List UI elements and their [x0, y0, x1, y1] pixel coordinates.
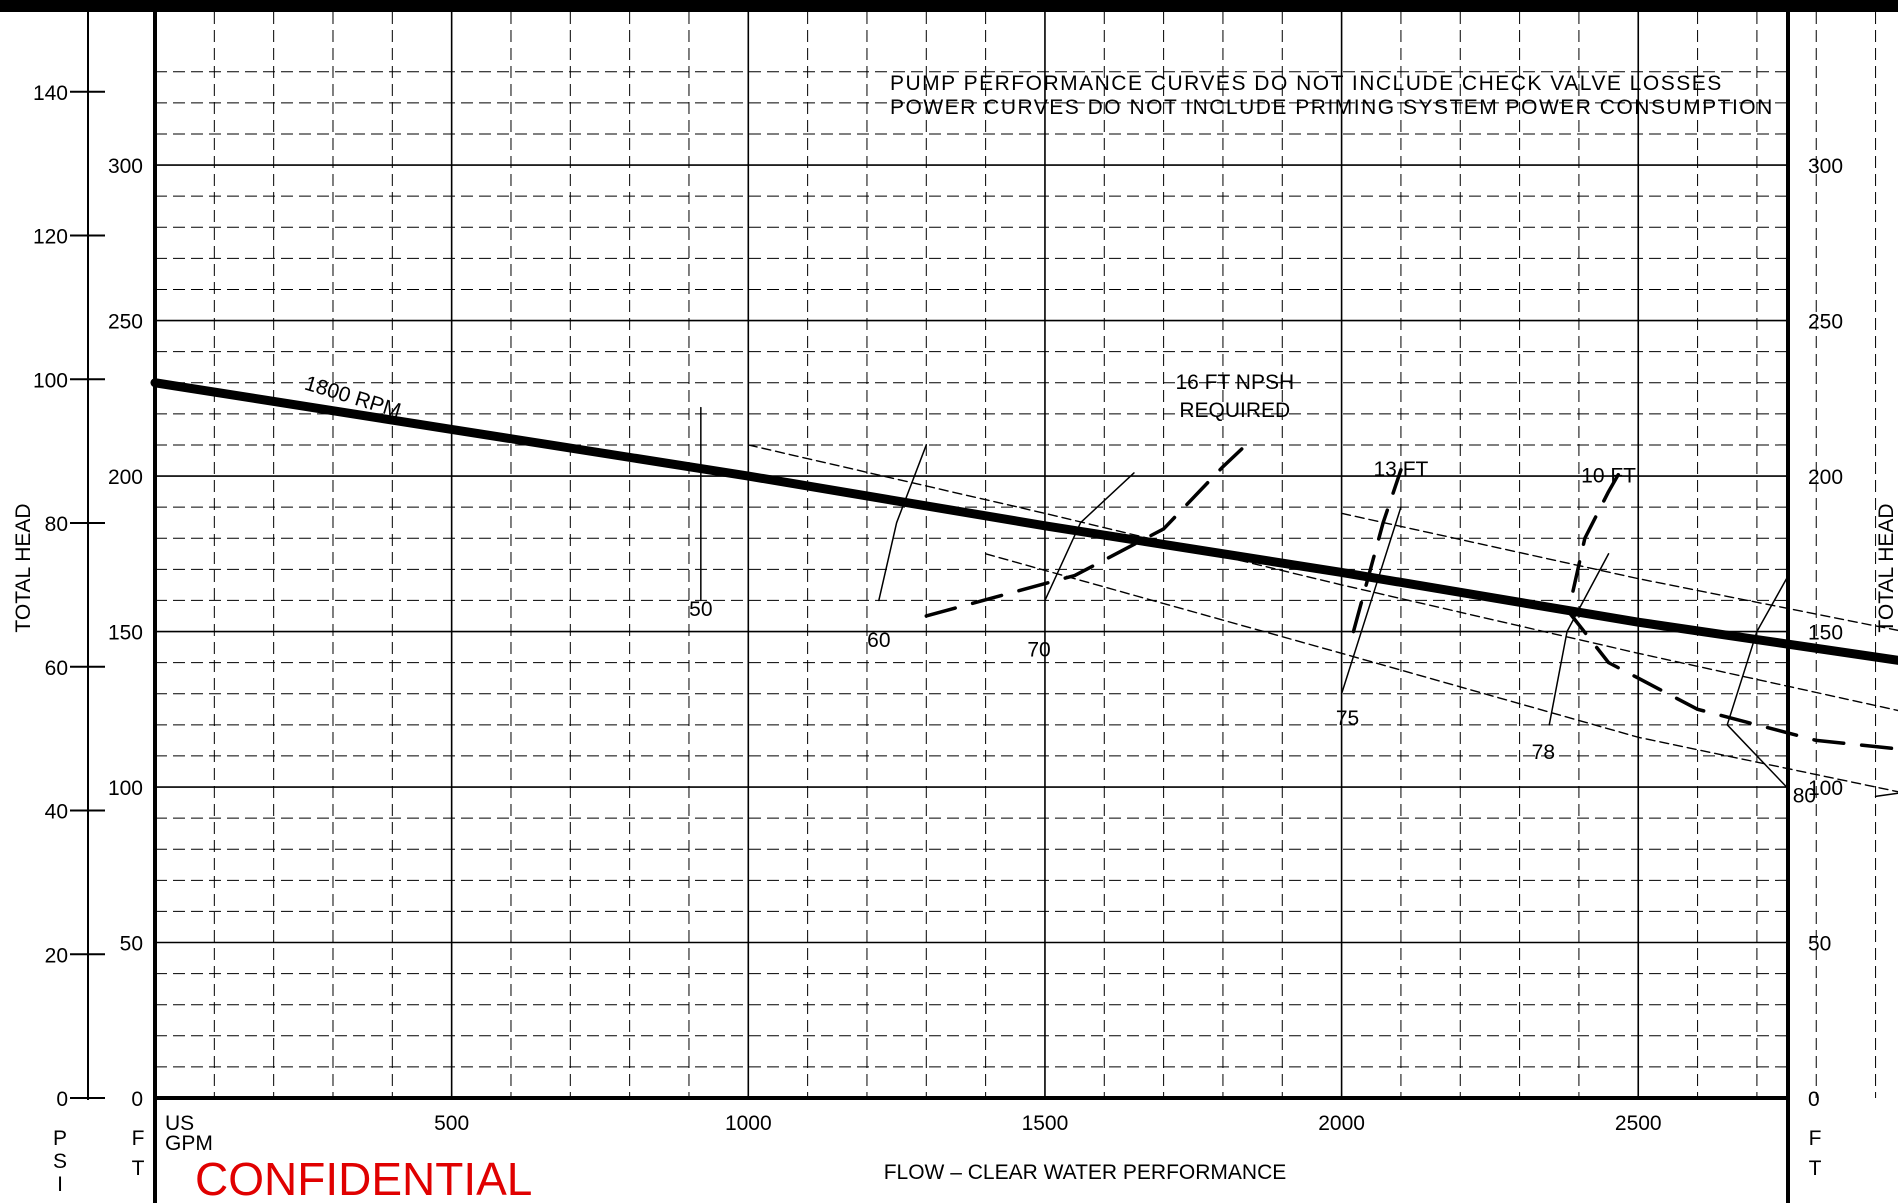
y-tick-psi: 80: [45, 513, 68, 536]
curve-label: 78: [1532, 741, 1555, 764]
y-tick-ft-right: 50: [1808, 933, 1831, 956]
y-tick-ft-right: 0: [1808, 1088, 1820, 1111]
y-tick-psi: 40: [45, 801, 68, 824]
y-axis-title-left: TOTAL HEAD: [12, 503, 35, 632]
efficiency-curve: [1340, 506, 1402, 695]
psi-unit-label: I: [57, 1173, 63, 1196]
y-tick-ft-left: 50: [120, 933, 143, 956]
curve-label: 13 FT: [1374, 458, 1429, 481]
ft-unit-label-right: T: [1809, 1157, 1822, 1180]
efficiency-curve: [1044, 472, 1135, 602]
y-tick-ft-left: 0: [131, 1088, 143, 1111]
y-tick-ft-right: 300: [1808, 155, 1843, 178]
curve-label: 16 FT NPSH: [1175, 371, 1294, 394]
grid: [155, 12, 1877, 1098]
confidential-watermark: CONFIDENTIAL: [195, 1153, 532, 1203]
efficiency-curve: [1548, 553, 1610, 726]
y-tick-ft-right: 150: [1808, 622, 1843, 645]
efficiency-curve: [1726, 577, 1788, 788]
y-tick-ft-right: 100: [1808, 777, 1843, 800]
x-tick-label: 500: [434, 1112, 469, 1135]
y-tick-ft-left: 250: [108, 311, 143, 334]
curve-label: 60: [867, 629, 890, 652]
curve-label: 10 FT: [1581, 464, 1636, 487]
y-axis-title-right: TOTAL HEAD: [1875, 503, 1898, 632]
psi-unit-label: P: [53, 1127, 67, 1150]
efficiency-curve: [878, 444, 928, 602]
y-tick-ft-right: 250: [1808, 311, 1843, 334]
x-unit-gpm: GPM: [165, 1132, 213, 1155]
y-tick-psi: 20: [45, 944, 68, 967]
y-tick-ft-left: 200: [108, 466, 143, 489]
ft-unit-label-right: F: [1809, 1127, 1822, 1150]
head-curve-1800-rpm: [150, 378, 1898, 665]
curves: [150, 378, 1898, 798]
axis-ticks: 5001000150020002500300035004000450050000…: [33, 82, 1843, 1135]
psi-unit-label: S: [53, 1150, 67, 1173]
y-tick-ft-right: 200: [1808, 466, 1843, 489]
power-curve: [984, 553, 1898, 793]
curve-label: REQUIRED: [1179, 399, 1290, 422]
x-axis-title: FLOW – CLEAR WATER PERFORMANCE: [884, 1161, 1287, 1184]
npsh-curve: [924, 436, 1255, 618]
y-tick-psi: 60: [45, 657, 68, 680]
ft-unit-label-left: F: [132, 1127, 145, 1150]
curve-label: 75: [1336, 707, 1359, 730]
x-tick-label: 1500: [1022, 1112, 1069, 1135]
note-line-2: POWER CURVES DO NOT INCLUDE PRIMING SYST…: [890, 96, 1774, 119]
npsh-curve: [1571, 458, 1629, 593]
x-tick-label: 2500: [1615, 1112, 1662, 1135]
x-tick-label: 2000: [1318, 1112, 1365, 1135]
curve-label: 50: [689, 598, 712, 621]
y-tick-ft-left: 300: [108, 155, 143, 178]
y-tick-psi: 120: [33, 226, 68, 249]
y-tick-psi: 0: [56, 1088, 68, 1111]
x-unit-us: US: [165, 1112, 194, 1135]
curve-label: 70: [1027, 638, 1050, 661]
top-border: [0, 0, 1898, 12]
plot-frame: [87, 12, 1790, 1203]
y-tick-ft-left: 150: [108, 622, 143, 645]
x-tick-label: 1000: [725, 1112, 772, 1135]
npsh-curve: [1351, 468, 1403, 634]
note-line-1: PUMP PERFORMANCE CURVES DO NOT INCLUDE C…: [890, 72, 1723, 95]
y-tick-psi: 140: [33, 82, 68, 105]
curve-label: 80: [1793, 785, 1816, 808]
ft-unit-label-left: T: [132, 1157, 145, 1180]
npsh-curve: [1565, 608, 1898, 751]
y-tick-ft-left: 100: [108, 777, 143, 800]
y-tick-psi: 100: [33, 369, 68, 392]
